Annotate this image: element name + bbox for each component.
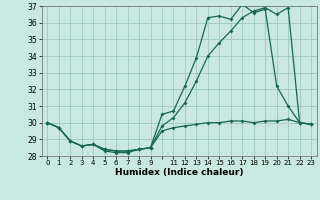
X-axis label: Humidex (Indice chaleur): Humidex (Indice chaleur): [115, 168, 244, 177]
